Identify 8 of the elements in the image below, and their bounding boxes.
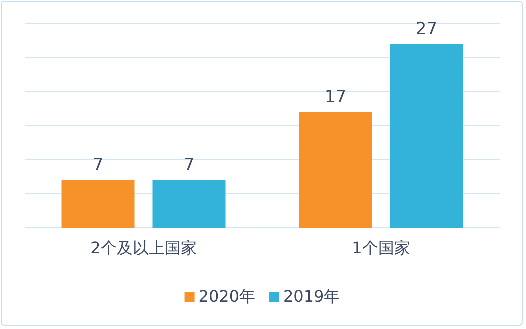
data-label: 17	[324, 87, 347, 108]
legend-label: 2020年	[198, 287, 256, 306]
data-label: 7	[92, 155, 104, 176]
x-tick-label: 1个国家	[352, 238, 410, 258]
x-tick-label: 2个及以上国家	[90, 238, 197, 258]
legend-label: 2019年	[284, 287, 340, 306]
data-label: 27	[416, 19, 438, 40]
data-label: 7	[184, 155, 195, 176]
